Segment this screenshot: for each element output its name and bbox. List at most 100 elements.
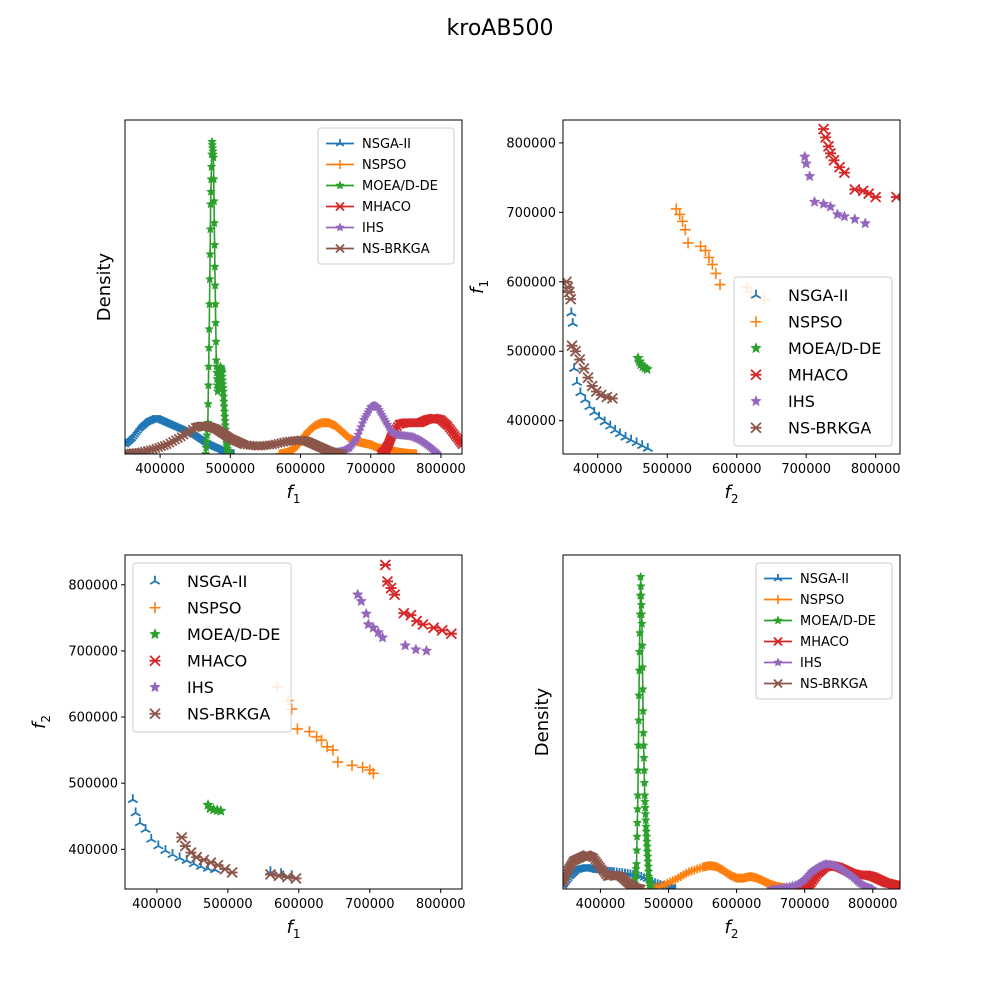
y-axis-label-subscript: 2 [39, 715, 53, 723]
data-point [634, 690, 644, 700]
data-point [204, 323, 215, 334]
data-point [632, 831, 642, 841]
data-point [824, 200, 837, 212]
legend-item-nspso: NSPSO [750, 313, 843, 332]
plot-area [127, 559, 457, 885]
data-point [201, 436, 212, 446]
y-tick-label: 800000 [506, 136, 556, 151]
data-point [337, 449, 348, 454]
data-point [824, 147, 837, 159]
y-axis-label: Density [94, 252, 115, 321]
x-tick-label: 700000 [345, 897, 395, 912]
series-ns-brkga [176, 831, 302, 885]
x-tick-label: 500000 [203, 897, 253, 912]
data-point [410, 643, 422, 655]
legend-box [733, 276, 893, 447]
data-point [606, 392, 618, 405]
data-point [567, 317, 578, 327]
data-point [381, 575, 394, 588]
data-point [582, 372, 594, 384]
legend-item-ihs: IHS [149, 678, 214, 697]
legend: NSGA-II NSPSO MOEA/D-DE MHACO IHS NS-BRKGA [733, 276, 893, 447]
legend-box [317, 127, 455, 265]
legend-label: NS-BRKGA [187, 705, 270, 724]
legend-item-nsga-ii: NSGA-II [326, 137, 411, 152]
data-point [202, 430, 212, 440]
data-point [568, 363, 580, 373]
data-point [389, 589, 401, 601]
data-point [638, 752, 649, 763]
data-point [153, 840, 164, 850]
legend-label: NS-BRKGA [800, 677, 868, 692]
y-tick-label: 600000 [506, 275, 556, 290]
data-point [848, 213, 861, 225]
y-tick-label: 500000 [68, 777, 118, 792]
y-tick-label: 400000 [68, 843, 118, 858]
legend-item-mhaco: MHACO [149, 652, 247, 671]
data-point [638, 740, 649, 750]
legend-item-nspso: NSPSO [149, 599, 242, 618]
data-point [176, 831, 188, 843]
legend-item-nsga-ii: NSGA-II [149, 572, 247, 591]
legend-item-ihs: IHS [326, 221, 384, 236]
data-point [167, 849, 178, 859]
x-axis-label-subscript: 2 [731, 492, 739, 506]
chart-panel-4: 400000 500000 600000 700000 800000 f2 Density N… [532, 554, 901, 941]
x-axis-label-subscript: 2 [731, 927, 739, 941]
series-ns-brkga [125, 421, 348, 454]
legend-label: NSGA-II [800, 572, 849, 587]
series-ns-brkga [563, 276, 618, 405]
legend-label: NSPSO [187, 599, 242, 618]
data-point [210, 299, 221, 309]
data-point [355, 595, 368, 607]
data-point [200, 448, 211, 454]
data-point [637, 684, 648, 694]
data-point [634, 627, 645, 638]
data-point [859, 217, 872, 229]
y-axis-label: f2 [29, 715, 53, 729]
legend-item-moea-d-de: MOEA/D-DE [764, 614, 876, 629]
legend-marker [750, 369, 762, 381]
legend-box [132, 562, 292, 733]
data-point [210, 317, 221, 328]
y-tick-label: 500000 [506, 345, 556, 360]
axes-frame [124, 554, 463, 890]
axes-frame [562, 119, 901, 455]
data-point [290, 872, 302, 885]
data-point [274, 449, 284, 454]
data-point [635, 581, 646, 591]
series-moea-d-de [202, 798, 227, 816]
series-moea-d-de [632, 352, 653, 375]
series-mhaco [817, 123, 900, 203]
data-point [641, 363, 653, 375]
data-point [867, 883, 878, 889]
legend-label: NSPSO [362, 158, 406, 173]
series-mhaco [379, 559, 457, 640]
legend-marker [750, 342, 762, 354]
data-point [631, 858, 642, 869]
legend-marker [773, 615, 783, 625]
data-point [632, 817, 643, 827]
legend-marker [149, 575, 161, 585]
data-point [211, 336, 221, 346]
data-point [146, 833, 157, 843]
data-point [316, 734, 328, 746]
data-point [445, 628, 457, 640]
legend-label: NS-BRKGA [362, 242, 430, 257]
y-tick-label: 400000 [506, 414, 556, 429]
data-point [127, 794, 139, 804]
series-moea-d-de [200, 136, 234, 454]
data-point [682, 237, 694, 249]
data-point [820, 131, 832, 143]
legend-item-mhaco: MHACO [326, 200, 411, 215]
legend-marker [335, 180, 345, 190]
data-point [205, 249, 215, 259]
data-point [671, 884, 677, 889]
legend-item-moea-d-de: MOEA/D-DE [326, 179, 438, 194]
series-nsga-ii [566, 307, 654, 452]
data-point [208, 174, 219, 184]
data-point [214, 804, 227, 816]
data-point [639, 765, 650, 775]
data-point [571, 376, 583, 387]
